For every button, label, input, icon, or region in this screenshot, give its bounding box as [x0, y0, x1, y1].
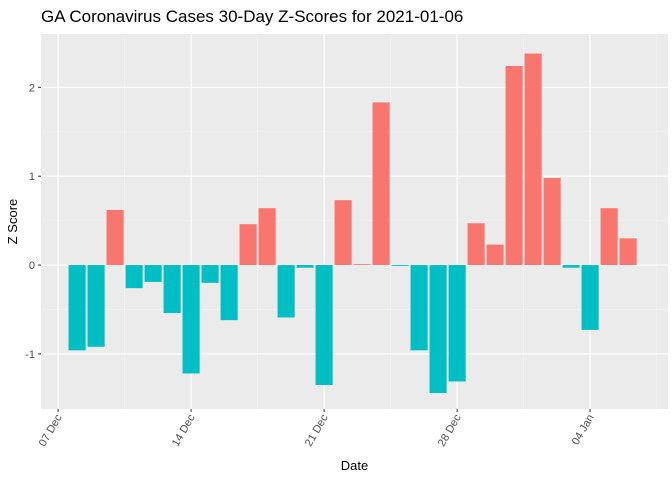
bars [68, 53, 637, 394]
bar-2021-01-01 [524, 53, 542, 266]
y-tick-label: 0 [29, 260, 35, 272]
bar-2020-12-14 [182, 265, 200, 374]
bar-2021-01-02 [543, 177, 561, 266]
bar-2020-12-22 [334, 200, 352, 266]
y-tick-label: 1 [29, 171, 35, 183]
x-axis: 07 Dec 14 Dec 21 Dec 28 Dec 04 Jan [37, 409, 597, 449]
bar-2020-12-08 [68, 265, 86, 351]
y-axis-title: Z Score [5, 199, 20, 245]
bar-2020-12-16 [220, 265, 238, 321]
bar-2021-01-06 [619, 238, 637, 266]
bar-2020-12-25 [391, 265, 409, 266]
bar-2020-12-30 [486, 244, 504, 266]
bar-2020-12-15 [201, 265, 219, 283]
y-axis: -1 0 1 2 [25, 82, 41, 361]
bar-2020-12-17 [239, 224, 257, 266]
bar-2020-12-28 [448, 265, 466, 382]
x-tick-label: 04 Jan [570, 413, 597, 448]
x-tick-label: 14 Dec [170, 412, 198, 449]
bar-2020-12-20 [296, 265, 314, 268]
bar-2020-12-12 [144, 265, 162, 282]
bar-2020-12-29 [467, 223, 485, 266]
plot-panel [41, 34, 668, 409]
x-tick-label: 28 Dec [436, 412, 464, 449]
bar-2021-01-03 [562, 265, 580, 268]
bar-2020-12-31 [505, 65, 523, 266]
x-tick-label: 21 Dec [303, 412, 331, 449]
bar-2020-12-13 [163, 265, 181, 314]
bar-2020-12-24 [372, 102, 390, 266]
x-tick-label: 07 Dec [37, 412, 65, 449]
bar-2020-12-19 [277, 265, 295, 318]
bar-2021-01-04 [581, 265, 599, 330]
minor-gridlines [41, 34, 668, 409]
bar-2020-12-21 [315, 265, 333, 386]
bar-2020-12-27 [429, 265, 447, 394]
bar-2020-12-26 [410, 265, 428, 351]
bar-2020-12-10 [106, 209, 124, 266]
y-tick-label: -1 [25, 349, 35, 361]
chart-title: GA Coronavirus Cases 30-Day Z-Scores for… [41, 7, 463, 26]
bar-2020-12-09 [87, 265, 105, 347]
bar-2021-01-05 [600, 208, 618, 266]
x-axis-title: Date [341, 458, 368, 473]
bar-2020-12-11 [125, 265, 143, 289]
y-tick-label: 2 [29, 82, 35, 94]
bar-2020-12-18 [258, 208, 276, 266]
bar-2020-12-23 [353, 264, 371, 266]
